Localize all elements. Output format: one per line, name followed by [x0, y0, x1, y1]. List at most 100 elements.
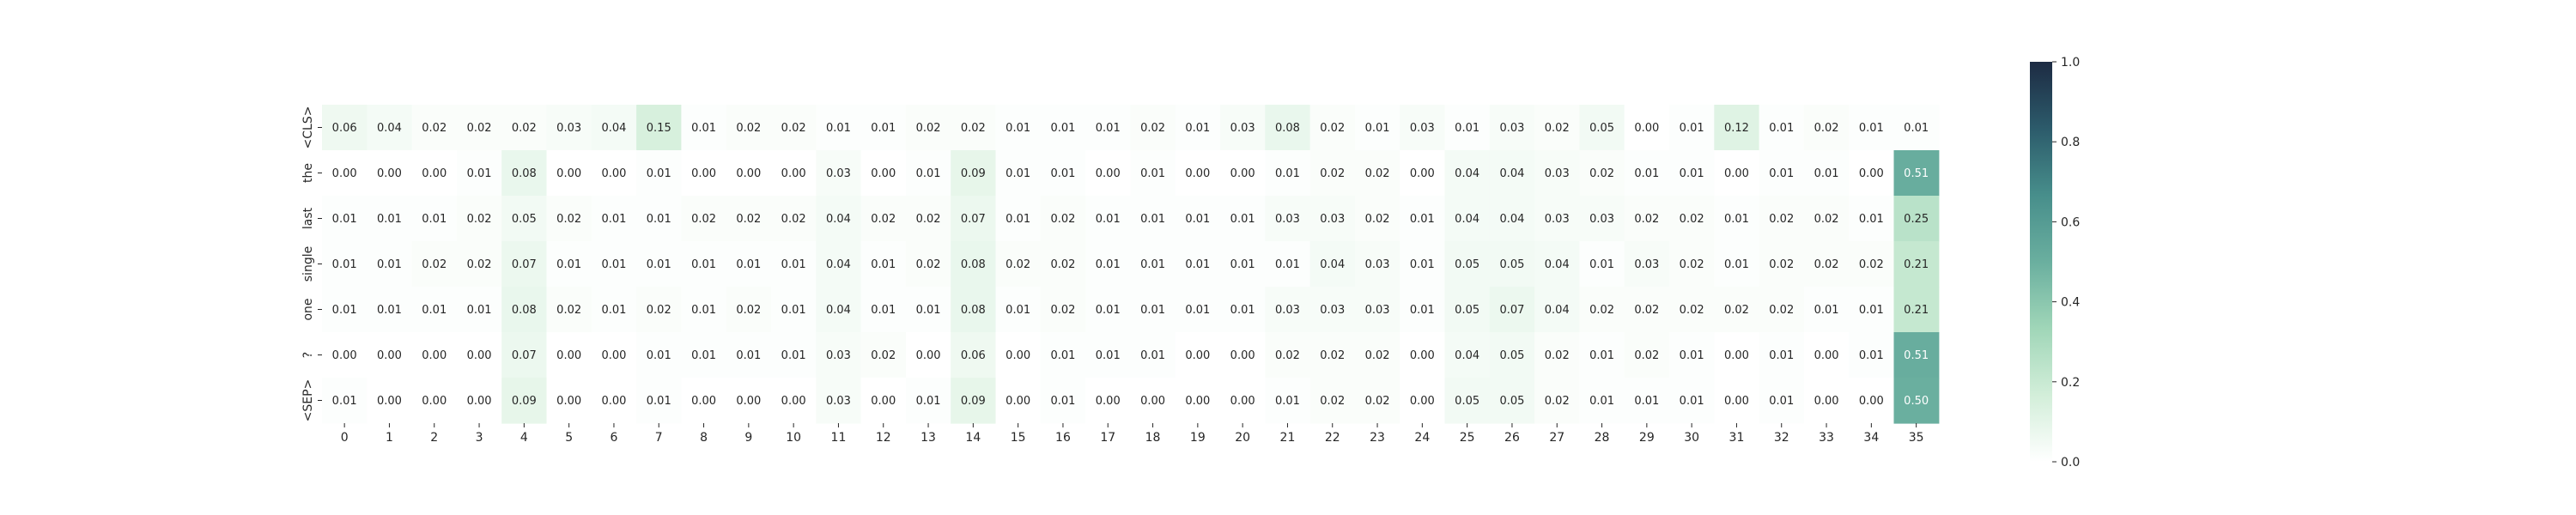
x-tick-label: 0 [341, 431, 349, 445]
cell-value-label: 0.02 [1545, 349, 1570, 362]
heatmap-cell [1175, 378, 1221, 424]
cell-value-label: 0.00 [871, 167, 896, 180]
cell-value-label: 0.00 [691, 395, 716, 408]
heatmap-cell [951, 196, 997, 242]
cell-value-label: 0.04 [377, 122, 402, 135]
cell-value-label: 0.01 [1005, 213, 1030, 226]
heatmap-cell [322, 241, 368, 288]
cell-value-label: 0.01 [1185, 122, 1210, 135]
heatmap-cell [1489, 287, 1535, 333]
y-tick-label: single [301, 246, 315, 282]
cell-value-label: 0.00 [601, 349, 626, 362]
heatmap-cell [591, 196, 637, 242]
cell-value-label: 0.00 [1096, 395, 1121, 408]
cell-value-label: 0.01 [691, 349, 716, 362]
cell-value-label: 0.00 [1096, 167, 1121, 180]
heatmap-cell [1714, 241, 1760, 288]
cell-value-label: 0.02 [1365, 167, 1390, 180]
cell-value-label: 0.01 [1410, 213, 1435, 226]
heatmap-cell [1265, 378, 1311, 424]
heatmap-cell [1175, 241, 1221, 288]
x-tick-label: 14 [965, 431, 981, 445]
cell-value-label: 0.02 [916, 258, 941, 271]
cell-value-label: 0.00 [1185, 395, 1210, 408]
heatmap-cell [726, 287, 772, 333]
heatmap-cell [1220, 287, 1266, 333]
heatmap-cell [1849, 196, 1895, 242]
cell-value-label: 0.00 [467, 349, 492, 362]
heatmap-cell [501, 241, 548, 288]
heatmap-cell [1130, 287, 1176, 333]
heatmap-cell [1803, 378, 1850, 424]
heatmap-cell [726, 150, 772, 197]
heatmap-cell [1849, 150, 1895, 197]
cell-value-label: 0.01 [1096, 213, 1121, 226]
heatmap-cell [1309, 105, 1356, 151]
cell-value-label: 0.02 [1545, 395, 1570, 408]
cell-value-label: 0.01 [1275, 395, 1300, 408]
cell-value-label: 0.01 [647, 167, 671, 180]
heatmap-cell [1624, 378, 1670, 424]
heatmap-cell [501, 287, 548, 333]
heatmap-cell [591, 150, 637, 197]
cell-value-label: 0.02 [1769, 304, 1794, 317]
heatmap-cell [456, 287, 502, 333]
heatmap-cell [1444, 196, 1491, 242]
x-tick-label: 15 [1011, 431, 1026, 445]
heatmap-cell [1265, 287, 1311, 333]
heatmap-cell [905, 287, 951, 333]
heatmap-cell [591, 105, 637, 151]
cell-value-label: 0.01 [1634, 167, 1659, 180]
heatmap-cell [860, 150, 907, 197]
heatmap-cell [1624, 332, 1670, 379]
cell-value-label: 0.02 [1275, 349, 1300, 362]
heatmap-cell [1849, 105, 1895, 151]
cell-value-label: 0.03 [1365, 258, 1390, 271]
heatmap-cell [1759, 332, 1805, 379]
cell-value-label: 0.02 [736, 122, 761, 135]
heatmap-cell [1759, 105, 1805, 151]
heatmap-cell [995, 196, 1042, 242]
cell-value-label: 0.01 [871, 304, 896, 317]
cell-value-label: 0.02 [1005, 258, 1030, 271]
cell-value-label: 0.25 [1904, 213, 1929, 226]
heatmap-cell [905, 378, 951, 424]
cell-value-label: 0.01 [1140, 304, 1165, 317]
cell-value-label: 0.03 [1545, 213, 1570, 226]
heatmap-cell [1400, 150, 1446, 197]
heatmap-cell [1220, 378, 1266, 424]
cell-value-label: 0.01 [691, 122, 716, 135]
cell-value-label: 0.01 [1185, 304, 1210, 317]
cell-value-label: 0.01 [1230, 213, 1255, 226]
heatmap-cells [322, 105, 1940, 424]
heatmap-cell [1354, 378, 1400, 424]
cell-value-label: 0.00 [422, 167, 447, 180]
x-tick-label: 8 [700, 431, 708, 445]
heatmap-cell [1085, 241, 1131, 288]
heatmap-cell [905, 105, 951, 151]
heatmap-cell [546, 287, 592, 333]
x-tick-label: 29 [1639, 431, 1655, 445]
heatmap-cell [1040, 105, 1086, 151]
cell-value-label: 0.02 [871, 349, 896, 362]
heatmap-cell [1085, 105, 1131, 151]
heatmap-cell [1489, 105, 1535, 151]
heatmap-cell [1220, 105, 1266, 151]
heatmap-cell [1849, 378, 1895, 424]
heatmap-cell [546, 150, 592, 197]
cell-value-label: 0.02 [1050, 258, 1075, 271]
cell-value-label: 0.02 [736, 213, 761, 226]
cell-value-label: 0.01 [1230, 304, 1255, 317]
x-tick-label: 7 [655, 431, 663, 445]
heatmap-cell [1489, 196, 1535, 242]
heatmap-cell [1624, 105, 1670, 151]
heatmap-cell [860, 378, 907, 424]
cell-value-label: 0.01 [1096, 258, 1121, 271]
heatmap-cell [367, 332, 413, 379]
cell-value-label: 0.00 [1005, 349, 1030, 362]
cell-value-label: 0.02 [556, 213, 581, 226]
cell-value-label: 0.00 [1410, 395, 1435, 408]
cell-value-label: 0.03 [826, 395, 851, 408]
cell-value-label: 0.01 [916, 167, 941, 180]
heatmap-cell [1669, 332, 1715, 379]
